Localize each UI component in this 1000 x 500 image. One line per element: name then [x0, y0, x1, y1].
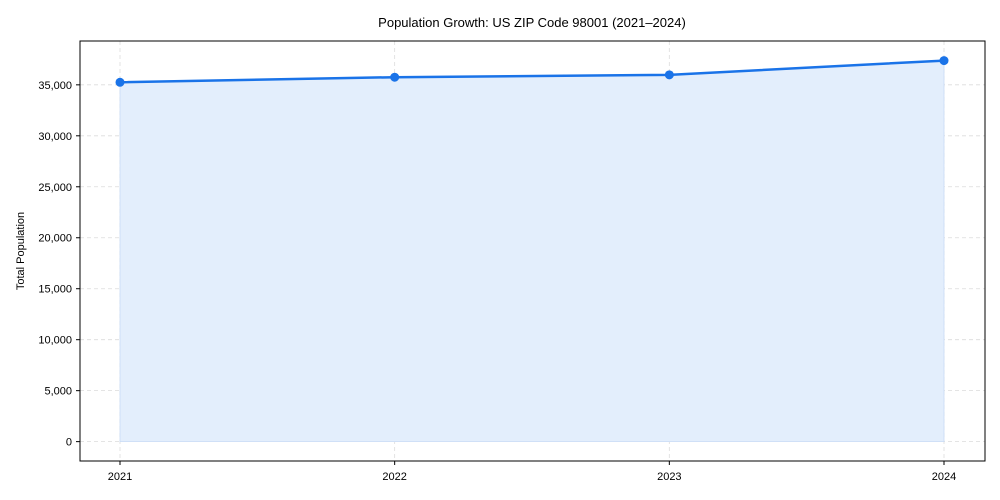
- y-tick-label: 35,000: [38, 80, 72, 92]
- y-tick-label: 10,000: [38, 335, 72, 347]
- data-point-marker: [115, 77, 125, 87]
- x-axis: 2021 2022 2023 2024: [108, 461, 956, 483]
- y-tick-label: 20,000: [38, 233, 72, 245]
- data-point-marker: [939, 56, 949, 66]
- y-tick-label: 15,000: [38, 284, 72, 296]
- data-point-marker: [664, 70, 674, 80]
- x-tick-label: 2024: [932, 471, 956, 483]
- y-tick-label: 30,000: [38, 131, 72, 143]
- y-tick-label: 5,000: [44, 386, 72, 398]
- data-line: [119, 59, 945, 84]
- data-points: [115, 56, 949, 87]
- area-fill: [119, 60, 945, 443]
- y-tick-label: 25,000: [38, 182, 72, 194]
- plot-frame: [79, 40, 986, 462]
- y-tick-label: 0: [66, 437, 72, 449]
- x-tick-label: 2023: [657, 471, 681, 483]
- chart-title: Population Growth: US ZIP Code 98001 (20…: [378, 15, 686, 30]
- y-axis-label: Total Population: [15, 212, 27, 290]
- data-point-marker: [390, 72, 400, 82]
- x-tick-label: 2021: [108, 471, 132, 483]
- y-axis: 0 5,000 10,000 15,000 20,000 25,000 30,000 35,0…: [38, 80, 80, 449]
- x-tick-label: 2022: [382, 471, 406, 483]
